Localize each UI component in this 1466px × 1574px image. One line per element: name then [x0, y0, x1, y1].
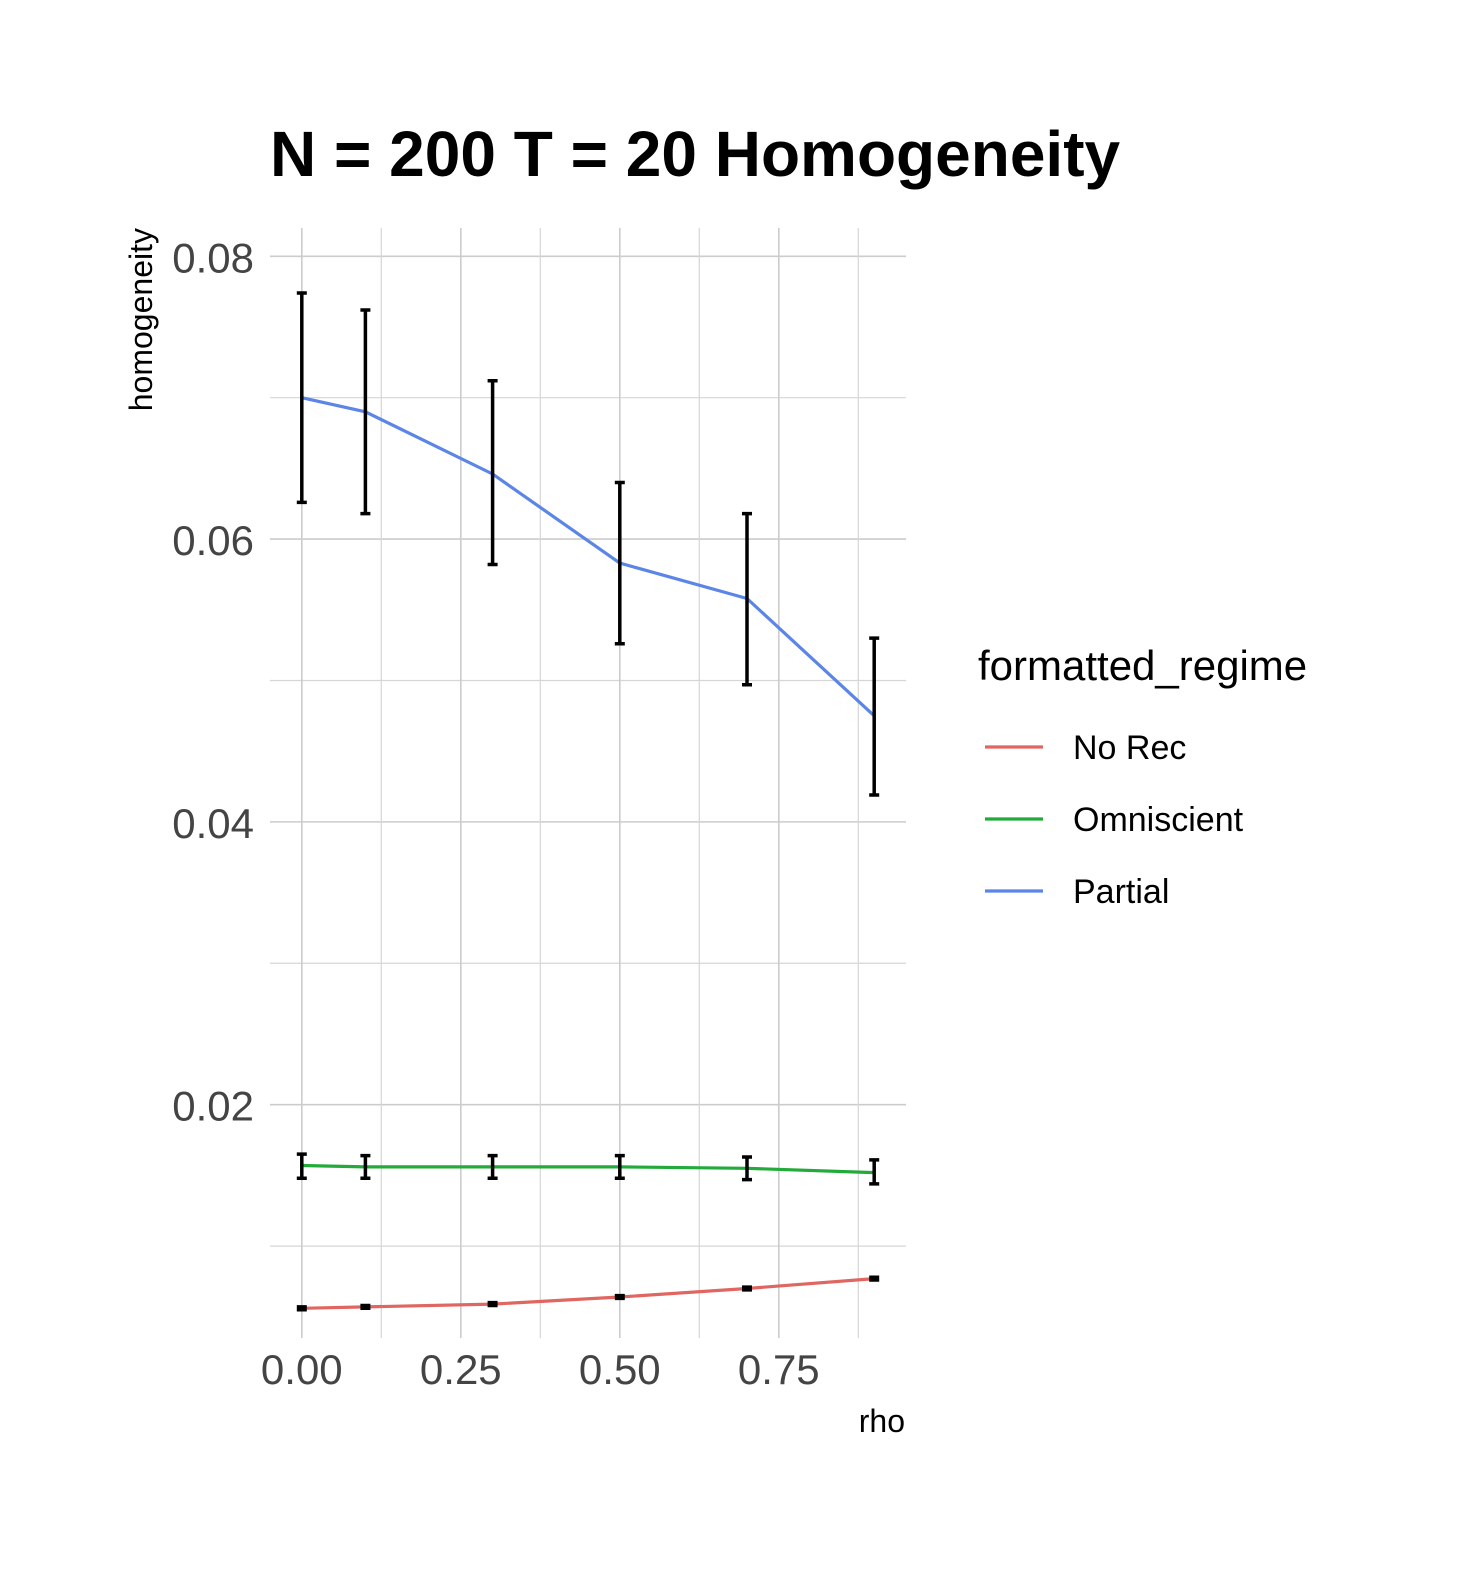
- legend-label-partial: Partial: [1073, 873, 1169, 911]
- errorbar-no-rec: [296, 1305, 307, 1312]
- legend-label-omniscient: Omniscient: [1073, 801, 1244, 839]
- x-axis-label: rho: [859, 1403, 905, 1439]
- y-tick-label: 0.06: [172, 517, 254, 564]
- errorbar-no-rec: [869, 1275, 880, 1282]
- series-lines: [301, 396, 876, 1310]
- x-tick-label: 0.25: [420, 1346, 502, 1393]
- y-tick-labels: 0.02 0.04 0.06 0.08: [172, 234, 254, 1129]
- series-line-no-rec: [301, 1277, 875, 1310]
- y-tick-label: 0.08: [172, 234, 254, 281]
- x-tick-label: 0.75: [738, 1346, 820, 1393]
- errorbar-omniscient: [869, 1158, 880, 1186]
- chart-title: N = 200 T = 20 Homogeneity: [270, 118, 1121, 190]
- errorbar-partial: [869, 636, 880, 797]
- legend-label-no-rec: No Rec: [1073, 729, 1186, 767]
- errorbar-no-rec: [742, 1285, 752, 1292]
- legend-title: formatted_regime: [978, 642, 1307, 689]
- errorbar-omniscient: [614, 1153, 625, 1180]
- errorbar-partial: [487, 378, 498, 567]
- y-tick-label: 0.02: [172, 1083, 254, 1130]
- x-tick-label: 0.00: [261, 1346, 343, 1393]
- series-line-omniscient: [301, 1163, 875, 1175]
- error-bars: [296, 291, 880, 1312]
- x-tick-label: 0.50: [579, 1346, 661, 1393]
- errorbar-partial: [742, 511, 752, 687]
- y-tick-label: 0.04: [172, 800, 254, 847]
- errorbar-partial: [614, 480, 625, 646]
- x-tick-labels: 0.00 0.25 0.50 0.75: [261, 1346, 820, 1393]
- errorbar-no-rec: [360, 1303, 371, 1311]
- errorbar-no-rec: [487, 1300, 498, 1308]
- y-axis-label: homogeneity: [123, 228, 159, 411]
- errorbar-no-rec: [614, 1293, 625, 1301]
- errorbar-omniscient: [296, 1152, 307, 1180]
- errorbar-partial: [360, 308, 371, 516]
- errorbar-partial: [296, 291, 307, 505]
- errorbar-omniscient: [742, 1155, 752, 1182]
- errorbar-omniscient: [487, 1153, 498, 1180]
- legend: formatted_regime No Rec Omniscient Partial: [978, 642, 1307, 911]
- series-line-partial: [301, 396, 876, 717]
- errorbar-omniscient: [360, 1153, 371, 1180]
